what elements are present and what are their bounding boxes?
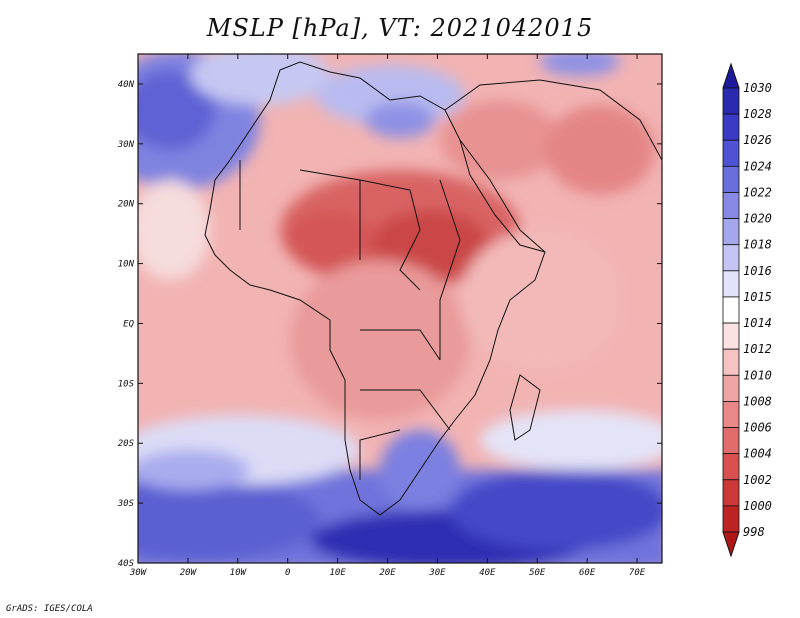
colorbar-swatch: [722, 218, 740, 246]
mslp-field: [138, 54, 662, 563]
colorbar-swatch: [722, 374, 740, 402]
colorbar-label: 1002: [743, 473, 772, 487]
lat-tick-label: 40N: [118, 80, 135, 90]
map-frame: [137, 53, 663, 564]
colorbar-label: 1010: [743, 368, 772, 382]
lat-tick-label: 20N: [118, 200, 135, 210]
colorbar-label: 1014: [743, 316, 772, 330]
lon-tick-label: 20E: [379, 568, 396, 578]
lat-tick-label: 20S: [118, 439, 135, 449]
colorbar-swatch: [722, 505, 740, 533]
lat-tick-label: 10S: [118, 379, 135, 389]
lat-tick-label: 30S: [117, 499, 135, 509]
colorbar-label: 1012: [743, 342, 772, 356]
axis-ticks: 30W 20W 10W 0 10E 20E 30E 40E 50E 60E 70E 40N 30N 20N…: [117, 54, 662, 578]
colorbar-swatch: [722, 322, 740, 350]
lon-tick-label: 30W: [129, 568, 148, 578]
colorbar-label: 1006: [743, 421, 772, 435]
colorbar-swatch: [722, 244, 740, 272]
colorbar-swatch: [722, 401, 740, 428]
lat-tick-label: 40S: [118, 559, 135, 569]
lat-tick-label: 10N: [118, 260, 135, 270]
colorbar-swatch: [722, 270, 740, 298]
colorbar-swatch: [722, 427, 740, 455]
colorbar-top-arrow: [722, 62, 740, 89]
lon-tick-label: 70E: [629, 568, 646, 578]
lon-tick-label: 10W: [230, 568, 248, 578]
colorbar-swatch: [722, 348, 740, 376]
lon-tick-label: 0: [285, 568, 290, 578]
colorbar-label: 1024: [743, 159, 772, 173]
colorbar-swatch: [722, 479, 740, 507]
credit-label: GrADS: IGES/COLA: [6, 604, 93, 614]
colorbar-label: 1018: [743, 238, 772, 252]
colorbar-label: 1008: [743, 394, 772, 408]
colorbar-swatch: [722, 296, 740, 324]
lon-tick-label: 50E: [529, 568, 546, 578]
lon-tick-label: 40E: [479, 568, 496, 578]
coastlines: [204, 61, 662, 516]
colorbar-label: 1030: [743, 81, 772, 95]
colorbar-label: 998: [743, 525, 765, 539]
colorbar-label: 1000: [743, 499, 772, 513]
lon-tick-label: 20W: [180, 568, 198, 578]
colorbar-swatch: [722, 113, 740, 141]
colorbar-label: 1016: [743, 264, 772, 278]
colorbar-swatch: [722, 453, 740, 481]
colorbar-swatch: [722, 139, 740, 167]
colorbar: 1030 1028 1026 1024 1022 1020 1018 1016 1015 1014…: [722, 62, 772, 558]
map-title: MSLP [hPa], VT: 2021042015: [206, 14, 594, 42]
lat-tick-label: 30N: [117, 140, 135, 150]
lon-tick-label: 60E: [579, 568, 596, 578]
lon-tick-label: 10E: [329, 568, 346, 578]
lon-tick-label: 30E: [428, 568, 446, 578]
colorbar-swatch: [722, 165, 740, 193]
colorbar-label: 1028: [743, 107, 772, 121]
lat-tick-label: EQ: [123, 319, 134, 329]
colorbar-bottom-arrow: [722, 531, 740, 558]
colorbar-label: 1004: [743, 447, 772, 461]
colorbar-label: 1026: [743, 133, 772, 147]
colorbar-swatch: [722, 87, 740, 115]
colorbar-swatch: [722, 192, 740, 219]
colorbar-label: 1015: [743, 290, 772, 304]
colorbar-label: 1020: [743, 212, 772, 226]
colorbar-label: 1022: [743, 185, 772, 199]
